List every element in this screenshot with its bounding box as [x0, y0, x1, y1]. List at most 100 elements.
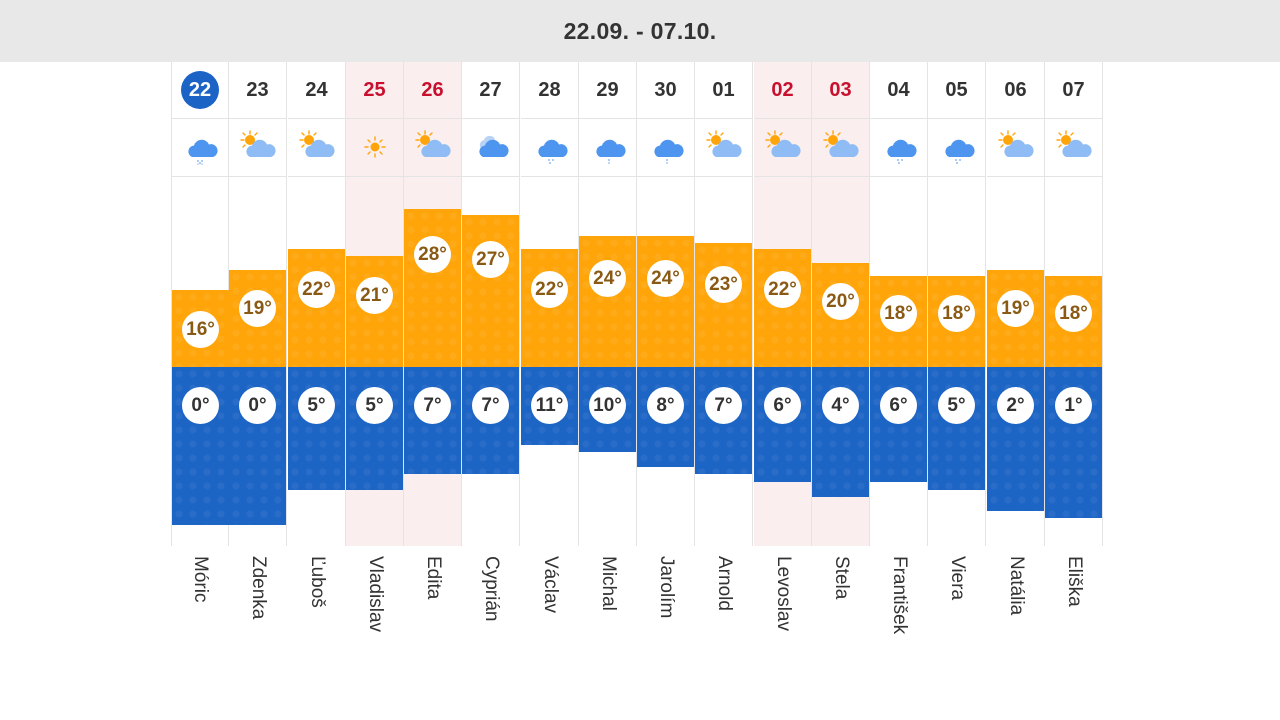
max-temp-label: 27° — [472, 241, 509, 278]
name-day-label: Cyprián — [462, 556, 520, 676]
min-temp-label: 6° — [764, 387, 801, 424]
min-temp-bar: 6° — [754, 367, 811, 482]
min-temp-bar: 5° — [928, 367, 985, 490]
forecast-grid: 22 16° 0° Móric 23 19° 0° Zdenka 24 22° 5° Ľuboš 25 2… — [171, 62, 1103, 634]
max-temp-label: 22° — [531, 271, 568, 308]
day-date: 26 — [404, 62, 461, 119]
max-temp-label: 22° — [298, 271, 335, 308]
day-date: 02 — [754, 62, 811, 119]
max-temp-label: 19° — [239, 290, 276, 327]
max-temp-label: 24° — [589, 260, 626, 297]
max-temp-bar: 28° — [404, 209, 461, 367]
min-temp-bar: 5° — [288, 367, 345, 490]
name-day-text: Levoslav — [773, 556, 794, 631]
day-column[interactable]: 03 20° 4° — [812, 62, 870, 546]
name-day-label: Natália — [987, 556, 1045, 676]
day-column[interactable]: 23 19° 0° — [229, 62, 287, 546]
name-day-text: Václav — [540, 556, 561, 614]
day-date: 28 — [521, 62, 578, 119]
max-temp-bar: 18° — [870, 276, 927, 367]
day-date: 03 — [812, 62, 869, 119]
day-column[interactable]: 29 24° 10° — [579, 62, 637, 546]
name-day-text: Jarolím — [656, 556, 677, 619]
partly-cloudy-icon — [288, 118, 345, 177]
max-temp-bar: 22° — [288, 249, 345, 367]
cloud-drizzle-icon — [637, 118, 694, 177]
name-day-text: Viera — [947, 556, 968, 601]
day-date: 23 — [229, 62, 286, 119]
today-date-badge: 22 — [181, 71, 219, 109]
partly-cloudy-icon — [754, 118, 811, 177]
day-date: 01 — [695, 62, 752, 119]
name-day-text: Móric — [190, 556, 211, 603]
name-day-label: Levoslav — [754, 556, 812, 676]
max-temp-bar: 21° — [346, 256, 403, 367]
min-temp-bar: 11° — [521, 367, 578, 445]
day-column[interactable]: 04 18° 6° — [870, 62, 928, 546]
name-day-label: Michal — [579, 556, 637, 676]
name-day-text: Stela — [831, 556, 852, 600]
partly-cloudy-icon — [987, 118, 1044, 177]
max-temp-bar: 18° — [928, 276, 985, 367]
max-temp-bar: 23° — [695, 243, 752, 367]
day-column[interactable]: 06 19° 2° — [987, 62, 1045, 546]
day-column[interactable]: 05 18° 5° — [928, 62, 986, 546]
partly-cloudy-icon — [695, 118, 752, 177]
max-temp-bar: 22° — [754, 249, 811, 367]
cloud-rain-icon — [928, 118, 985, 177]
name-day-text: František — [889, 556, 910, 635]
max-temp-label: 18° — [880, 295, 917, 332]
name-day-label: Ľuboš — [288, 556, 346, 676]
partly-cloudy-icon — [812, 118, 869, 177]
day-date: 22 — [172, 62, 228, 119]
max-temp-bar: 24° — [579, 236, 636, 367]
cloudy-icon — [462, 118, 519, 177]
max-temp-label: 28° — [414, 236, 451, 273]
name-day-label: Edita — [404, 556, 462, 676]
min-temp-bar: 8° — [637, 367, 694, 467]
day-column[interactable]: 02 22° 6° — [754, 62, 812, 546]
day-column[interactable]: 07 18° 1° — [1045, 62, 1103, 546]
day-column[interactable]: 26 28° 7° — [404, 62, 462, 546]
min-temp-bar: 2° — [987, 367, 1044, 511]
day-column[interactable]: 22 16° 0° — [171, 62, 229, 546]
name-day-text: Cyprián — [481, 556, 502, 622]
day-column[interactable]: 30 24° 8° — [637, 62, 695, 546]
partly-cloudy-icon — [1045, 118, 1102, 177]
max-temp-label: 20° — [822, 283, 859, 320]
min-temp-label: 0° — [239, 387, 276, 424]
max-temp-bar: 24° — [637, 236, 694, 367]
cloud-drizzle-icon — [579, 118, 636, 177]
day-date: 24 — [288, 62, 345, 119]
cloud-rain-icon — [521, 118, 578, 177]
min-temp-label: 2° — [997, 387, 1034, 424]
min-temp-label: 1° — [1055, 387, 1092, 424]
date-range-title: 22.09. - 07.10. — [563, 17, 717, 44]
partly-cloudy-icon — [229, 118, 286, 177]
name-day-label: Eliška — [1045, 556, 1103, 676]
name-day-text: Zdenka — [248, 556, 269, 620]
day-column[interactable]: 24 22° 5° — [288, 62, 346, 546]
max-temp-bar: 20° — [812, 263, 869, 367]
min-temp-bar: 4° — [812, 367, 869, 497]
name-day-label: Móric — [171, 556, 229, 676]
max-temp-label: 18° — [1055, 295, 1092, 332]
max-temp-label: 16° — [182, 311, 219, 348]
max-temp-label: 24° — [647, 260, 684, 297]
min-temp-label: 7° — [472, 387, 509, 424]
day-column[interactable]: 28 22° 11° — [521, 62, 579, 546]
day-column[interactable]: 25 21° 5° — [346, 62, 404, 546]
max-temp-bar: 19° — [229, 270, 286, 367]
date-range-header: 22.09. - 07.10. — [0, 0, 1280, 62]
day-date: 07 — [1045, 62, 1102, 119]
name-day-label: Jarolím — [637, 556, 695, 676]
min-temp-label: 7° — [705, 387, 742, 424]
name-day-label: Václav — [521, 556, 579, 676]
day-column[interactable]: 27 27° 7° — [462, 62, 520, 546]
name-day-label: Stela — [812, 556, 870, 676]
day-column[interactable]: 01 23° 7° — [695, 62, 753, 546]
name-day-label: Viera — [928, 556, 986, 676]
min-temp-bar: 7° — [462, 367, 519, 474]
max-temp-label: 21° — [356, 277, 393, 314]
name-day-text: Arnold — [714, 556, 735, 611]
